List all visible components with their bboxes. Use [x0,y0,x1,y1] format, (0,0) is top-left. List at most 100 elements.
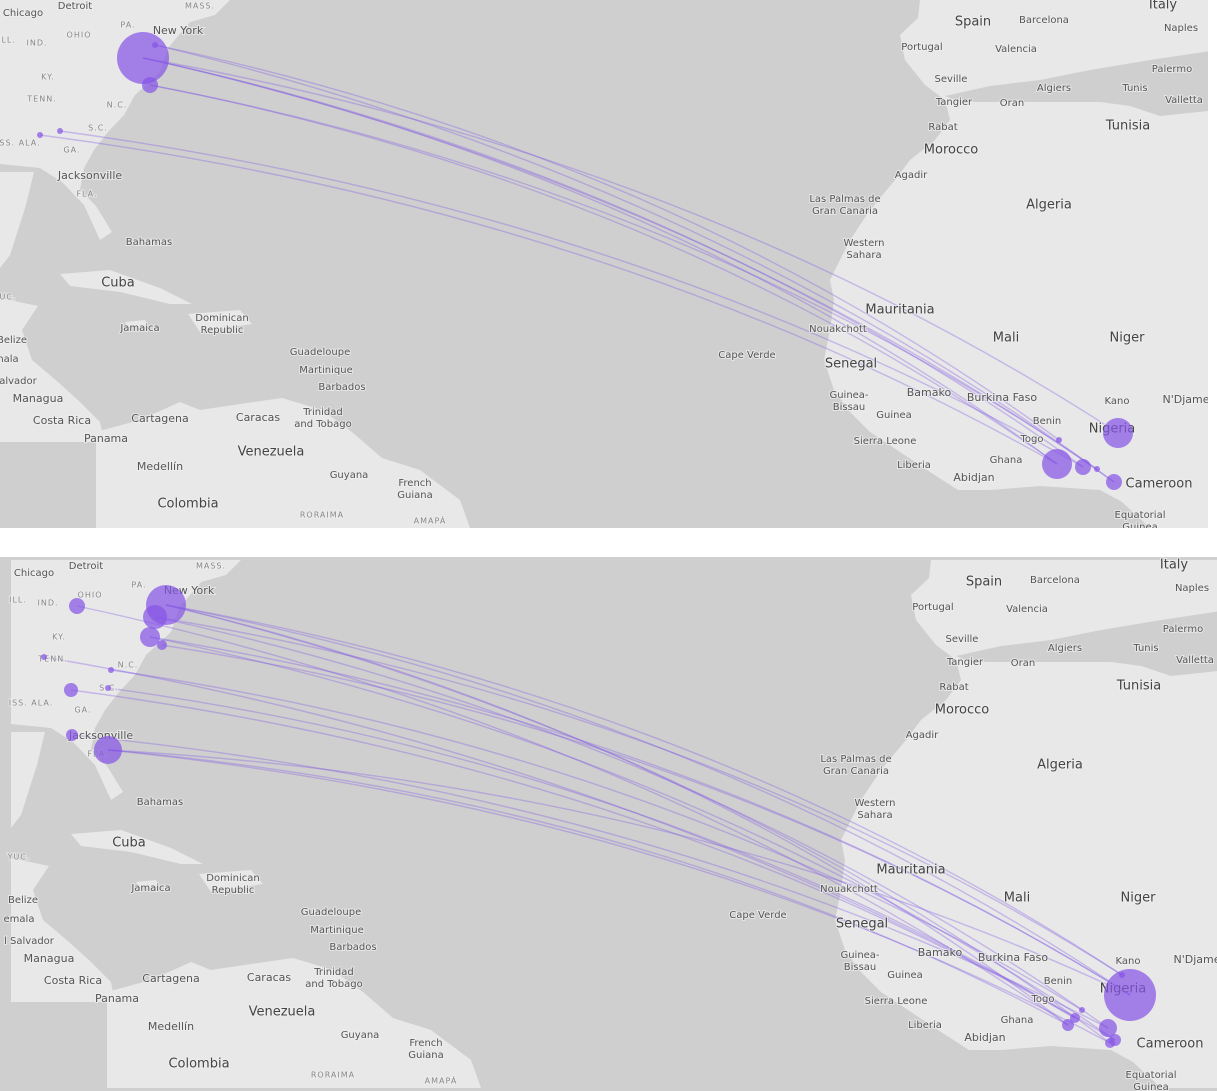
flow-node [1075,459,1091,475]
land [71,830,203,864]
place-label: French [398,478,431,489]
place-label: Republic [212,885,255,896]
place-label: Algiers [1037,83,1071,94]
land [11,732,45,828]
place-label: AMAPÁ [414,515,447,526]
place-label: Trinidad [302,407,342,418]
place-label: Bamako [907,386,952,399]
place-label: IND. [26,39,47,48]
flow-arc [76,605,1069,1026]
flow-arc [165,604,1069,1026]
place-label: OHIO [67,31,92,40]
geography [0,0,1208,528]
place-label: Republic [201,325,244,336]
place-label: Guinea [1122,522,1157,533]
place-label: Caracas [236,411,280,424]
place-label: and Tobago [305,979,362,990]
place-label: Senegal [825,357,877,372]
flow-node [142,77,158,93]
place-label: Guinea- [829,390,868,401]
flow-node [1042,449,1072,479]
place-label: Ghana [1001,1015,1034,1026]
place-label: Palermo [1152,64,1192,75]
place-label: Cartagena [131,412,188,425]
place-label: Tunis [1132,643,1158,654]
land [188,310,252,332]
flow-arc [149,84,1058,465]
place-label: Colombia [157,497,218,512]
place-label: N.C. [118,661,139,670]
place-label: ILL. [9,596,27,605]
flow-node [41,654,47,660]
place-label: Sierra Leone [854,436,917,447]
place-label: Sahara [846,250,881,261]
place-label: Tunis [1121,83,1147,94]
place-label: MASS. [196,562,226,571]
place-label: Caracas [247,971,291,984]
place-label: Gran Canaria [823,766,889,777]
place-label: Benin [1033,416,1061,427]
place-label: Gran Canaria [812,206,878,217]
place-label: Barcelona [1019,15,1069,26]
place-label: Morocco [924,143,978,158]
place-label: Algeria [1026,198,1072,213]
place-label: Guinea [876,410,911,421]
place-label: Guiana [397,490,432,501]
place-label: Naples [1164,23,1198,34]
place-label: Tangier [935,97,973,108]
flow-arc [107,749,1131,996]
place-label: Morocco [935,703,989,718]
place-label: Italy [1160,558,1189,573]
place-label: Seville [946,634,979,645]
place-label: KY. [41,73,55,82]
land [125,320,148,327]
place-label: Togo [1020,434,1044,445]
place-label: Guiana [408,1050,443,1061]
place-label: Belize [0,335,27,346]
place-label: Portugal [912,602,953,613]
land [0,298,104,442]
flow-arc [59,130,1084,468]
place-label: Costa Rica [33,414,91,427]
place-label: Western [843,238,884,249]
flow-node [157,640,167,650]
place-label: TENN. [37,655,67,664]
land [835,560,1217,1088]
flow-node [152,42,158,48]
place-label: Niger [1110,331,1146,346]
place-label: Togo [1031,994,1055,1005]
flow-node [105,685,111,691]
flow-arc [110,669,1083,1011]
place-label: Martinique [299,365,353,376]
place-label: Cuba [112,836,146,851]
place-label: UC. [0,293,16,302]
flow-node [108,667,114,673]
place-label: Colombia [168,1057,229,1072]
flow-arc [154,44,1060,441]
place-label: Guinea- [840,950,879,961]
land [96,398,470,528]
place-label: Detroit [58,1,93,12]
flow-node [1106,474,1122,490]
flow-arc [165,604,1111,1044]
place-label: Mali [993,331,1019,346]
flow-node [57,128,63,134]
place-label: YUC. [7,853,31,862]
place-label: Niger [1121,891,1157,906]
place-label: Jacksonville [57,169,123,182]
land [11,560,241,800]
place-label: and Tobago [294,419,351,430]
place-label: KY. [52,633,66,642]
flow-arc [165,604,1131,996]
place-label: Abidjan [953,471,994,484]
map-panel: Chicago Detroit MASS. PA. New York OHIO ILL. IN… [0,0,1208,533]
place-label: Oran [1011,658,1035,669]
land [107,958,481,1088]
place-label: Sierra Leone [865,996,928,1007]
place-label: AMAPÁ [425,1075,458,1086]
place-label: Las Palmas de [820,754,891,765]
land [0,172,34,268]
flow-node [1056,437,1062,443]
flow-node [1062,1019,1074,1031]
place-label: Rabat [928,122,957,133]
